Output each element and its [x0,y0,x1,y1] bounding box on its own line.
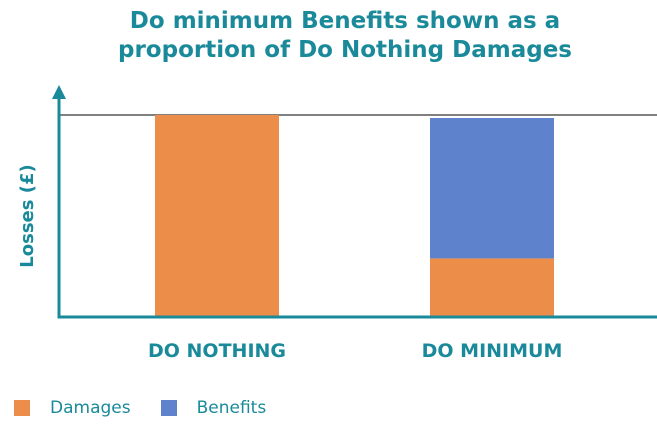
x-tick-label-do-nothing: DO NOTHING [148,340,286,362]
x-tick-labels: DO NOTHING DO MINIMUM [148,340,562,362]
legend-swatch-damages [14,400,30,416]
chart-title-line-1: Do minimum Benefits shown as a [129,8,561,34]
legend-swatch-benefits [160,400,177,416]
bar-do-nothing-damages [155,115,279,317]
y-axis-label: Losses (£) [17,164,38,267]
legend-item-damages: Damages [14,398,131,418]
bar-do-minimum-benefits [430,118,554,259]
bars-group [155,115,554,317]
legend-label-benefits: Benefits [196,398,267,418]
legend-item-benefits: Benefits [160,398,267,418]
x-tick-label-do-minimum: DO MINIMUM [422,340,563,362]
bar-do-minimum-damages [430,258,554,317]
chart-title-line-2: proportion of Do Nothing Damages [118,37,572,63]
chart-title: Do minimum Benefits shown as a proportio… [0,7,657,65]
legend-label-damages: Damages [50,398,131,418]
y-axis-arrowhead [52,85,66,99]
legend: Damages Benefits [14,398,296,418]
